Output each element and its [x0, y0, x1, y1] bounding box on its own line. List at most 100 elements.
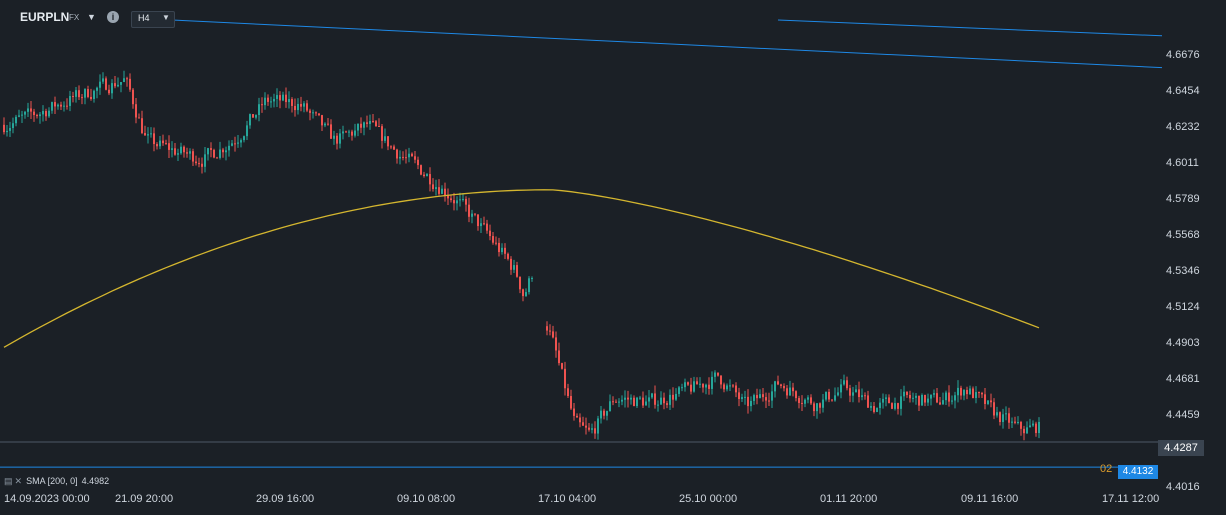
candle-body — [243, 136, 245, 141]
candle-body — [234, 143, 236, 145]
candle-body — [720, 375, 722, 385]
candle-body — [900, 396, 902, 409]
candle-body — [600, 410, 602, 419]
candle-body — [639, 397, 641, 399]
candle-body — [336, 135, 338, 144]
candle-body — [660, 397, 662, 405]
candle-body — [513, 265, 515, 270]
candle-body — [135, 104, 137, 118]
candle-body — [912, 397, 914, 399]
candle-body — [144, 133, 146, 136]
candle-body — [423, 174, 425, 177]
candle-body — [864, 395, 866, 397]
candle-body — [396, 149, 398, 159]
candle-body — [942, 400, 944, 405]
candle-body — [174, 148, 176, 155]
candle-body — [618, 401, 620, 403]
symbol-dropdown-icon[interactable]: ▼ — [87, 12, 96, 22]
candle-body — [891, 403, 893, 409]
candle-body — [987, 400, 989, 404]
candle-body — [888, 397, 890, 404]
candle-body — [831, 399, 833, 401]
candle-body — [828, 391, 830, 400]
candle-body — [408, 153, 410, 158]
candle-body — [33, 111, 35, 116]
candle-body — [402, 156, 404, 158]
candle-body — [753, 395, 755, 401]
current-price-badge: 4.4287 — [1158, 440, 1204, 456]
candle-body — [186, 152, 188, 154]
candle-body — [906, 391, 908, 395]
candle-body — [507, 253, 509, 259]
candle-body — [738, 392, 740, 400]
candle-body — [117, 84, 119, 87]
candle-body — [981, 392, 983, 395]
candle-body — [645, 401, 647, 406]
symbol-label[interactable]: EURPLN — [20, 10, 70, 24]
candle-body — [897, 403, 899, 409]
candle-body — [258, 104, 260, 116]
candle-body — [405, 157, 407, 159]
candle-body — [453, 200, 455, 204]
candle-body — [762, 394, 764, 398]
candle-body — [168, 143, 170, 150]
candle-body — [528, 278, 530, 293]
candle-body — [171, 148, 173, 150]
candle-body — [477, 214, 479, 227]
candle-body — [372, 121, 374, 123]
candle-body — [504, 247, 506, 254]
candle-body — [69, 96, 71, 106]
level-price-badge[interactable]: 4.4132 — [1118, 465, 1158, 479]
timeframe-select[interactable]: H4 ▼ — [131, 11, 175, 28]
candle-body — [87, 89, 89, 97]
candle-body — [843, 380, 845, 385]
candle-body — [726, 385, 728, 390]
candle-body — [588, 427, 590, 430]
candle-body — [570, 396, 572, 409]
price-tick-label: 4.6454 — [1166, 85, 1200, 97]
time-tick-label: 25.10 00:00 — [679, 493, 737, 505]
price-axis: 4.6676 4.6454 4.6232 4.6011 4.5789 4.5568 4.53… — [1166, 49, 1200, 493]
price-tick-label: 4.6676 — [1166, 49, 1200, 61]
candle-body — [696, 381, 698, 385]
close-icon[interactable]: ✕ — [14, 476, 23, 486]
candle-body — [717, 372, 719, 376]
candle-body — [63, 105, 65, 107]
candle-body — [105, 78, 107, 90]
candle-body — [411, 153, 413, 157]
sma-line — [3, 189, 1040, 348]
candle-body — [9, 128, 11, 131]
candle-body — [282, 94, 284, 101]
candle-body — [84, 89, 86, 98]
candle-body — [624, 397, 626, 400]
candle-body — [795, 391, 797, 399]
candle-body — [522, 289, 524, 297]
candle-body — [735, 385, 737, 393]
candle-body — [918, 395, 920, 406]
indicator-value: 4.4982 — [81, 476, 110, 486]
candle-body — [18, 115, 20, 117]
candle-body — [495, 242, 497, 244]
candle-body — [309, 110, 311, 113]
price-tick-label: 4.4681 — [1166, 373, 1200, 385]
bars-icon[interactable]: ▤ — [4, 476, 13, 486]
candle-body — [147, 134, 149, 136]
candle-body — [474, 213, 476, 215]
info-icon[interactable]: i — [107, 11, 119, 23]
candle-body — [606, 411, 608, 416]
trendline-2[interactable] — [777, 19, 1163, 37]
trendline-1[interactable] — [171, 19, 1163, 69]
candle-body — [327, 123, 329, 125]
candle-body — [990, 400, 992, 403]
candle-body — [90, 96, 92, 99]
candle-body — [162, 140, 164, 144]
candle-body — [651, 393, 653, 398]
candle-body — [210, 148, 212, 150]
candle-body — [480, 223, 482, 227]
candle-body — [957, 387, 959, 396]
candle-body — [693, 381, 695, 392]
candle-body — [183, 146, 185, 153]
candle-body — [387, 136, 389, 147]
candle-body — [195, 161, 197, 164]
